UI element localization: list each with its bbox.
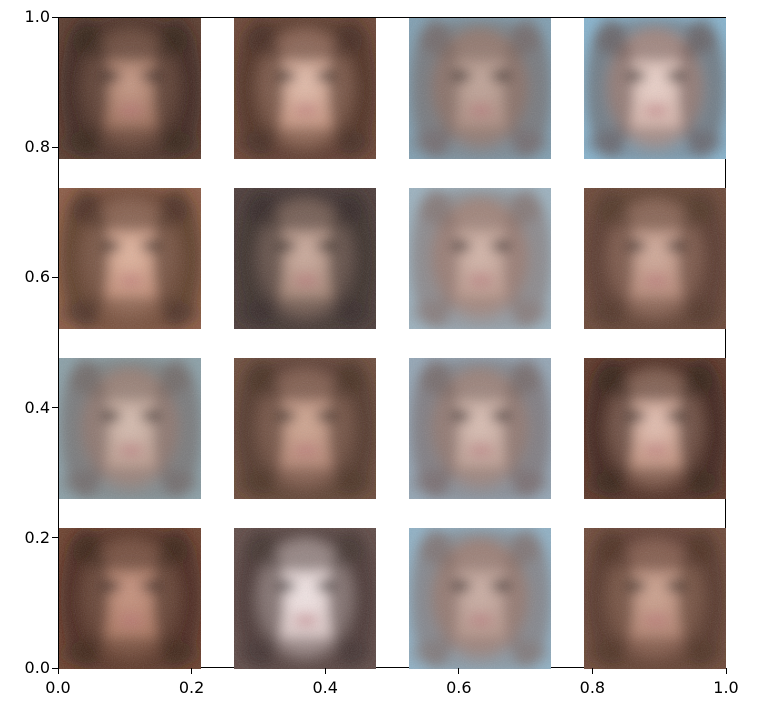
image-tile-r1-c2 [234,18,376,159]
image-tile-r3-c1 [59,358,201,499]
image-tile-r2-c4 [584,188,726,329]
x-tick-1 [191,668,193,674]
x-tick-2 [324,668,326,674]
image-tile-r4-c1 [59,528,201,669]
y-tick-0 [52,667,58,669]
x-tick-label-3: 0.6 [446,678,472,697]
image-tile-r4-c4 [584,528,726,669]
y-tick-4 [52,146,58,148]
x-tick-0 [57,668,59,674]
y-tick-label-0: 0.0 [24,658,50,677]
image-tile-r4-c3 [409,528,551,669]
y-tick-5 [52,16,58,18]
x-tick-4 [591,668,593,674]
y-tick-2 [52,407,58,409]
x-tick-label-0: 0.0 [45,678,71,697]
image-tile-r1-c4 [584,18,726,159]
y-tick-3 [52,276,58,278]
x-tick-label-1: 0.2 [178,678,205,697]
x-tick-label-4: 0.8 [579,678,606,697]
image-tile-r3-c4 [584,358,726,499]
y-tick-label-3: 0.6 [24,267,50,287]
image-tile-r1-c1 [59,18,201,159]
image-tile-r3-c3 [409,358,551,499]
y-tick-label-1: 0.2 [24,527,50,547]
x-tick-label-5: 1.0 [713,678,739,697]
y-tick-label-5: 1.0 [24,7,50,26]
image-tile-r1-c3 [409,18,551,159]
y-tick-label-2: 0.4 [24,397,50,417]
image-tile-r2-c1 [59,188,201,329]
y-tick-1 [52,537,58,539]
image-tile-r2-c2 [234,188,376,329]
x-tick-3 [458,668,460,674]
image-grid-axes [58,17,726,669]
x-tick-label-2: 0.4 [312,678,338,697]
x-tick-5 [725,668,727,674]
y-tick-label-4: 0.8 [24,137,50,157]
image-tile-r4-c2 [234,528,376,669]
image-tile-r3-c2 [234,358,376,499]
image-tile-r2-c3 [409,188,551,329]
